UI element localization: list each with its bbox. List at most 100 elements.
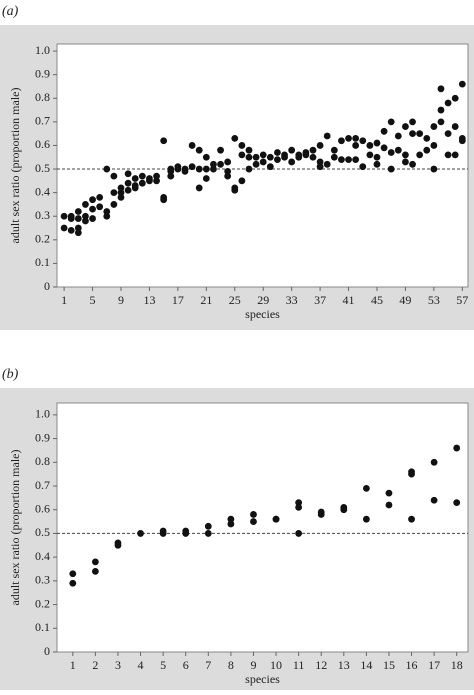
point: [82, 217, 89, 225]
x-tick-label: 18: [451, 658, 463, 672]
point: [153, 172, 160, 180]
y-tick-label: 0.3: [35, 573, 50, 587]
plot-area: [56, 43, 469, 288]
point: [430, 496, 438, 504]
point: [227, 520, 235, 528]
y-tick-label: 0.8: [35, 454, 50, 468]
point: [437, 106, 445, 114]
point: [316, 163, 324, 171]
point: [453, 499, 461, 506]
point: [323, 160, 331, 168]
x-tick-label: 16: [406, 658, 418, 672]
point: [373, 160, 381, 168]
point: [231, 134, 239, 142]
x-tick-label: 9: [118, 293, 124, 307]
y-tick-label: 0.3: [35, 208, 50, 222]
point: [224, 158, 232, 166]
point: [117, 184, 125, 192]
point: [146, 177, 153, 185]
point: [366, 151, 374, 159]
x-tick-label: 5: [90, 293, 96, 307]
y-axis-label: adult sex ratio (proportion male): [8, 88, 22, 244]
point: [409, 130, 416, 138]
y-axis-label: adult sex ratio (proportion male): [8, 450, 22, 606]
point: [409, 160, 416, 168]
y-tick-label: 0.4: [35, 549, 50, 563]
point: [330, 146, 338, 154]
x-tick-label: 1: [61, 293, 67, 307]
point: [131, 184, 139, 192]
point: [266, 153, 274, 161]
point: [430, 142, 438, 149]
point: [423, 146, 431, 154]
point: [373, 153, 381, 161]
point: [458, 80, 466, 88]
point: [167, 165, 175, 173]
point: [451, 94, 459, 102]
x-tick-label: 4: [138, 658, 144, 672]
point: [252, 160, 260, 168]
point: [272, 515, 280, 523]
point: [89, 215, 96, 222]
x-tick-label: 6: [183, 658, 189, 672]
point: [245, 146, 253, 154]
point: [295, 153, 303, 161]
point: [224, 172, 232, 180]
point: [96, 203, 104, 211]
point: [385, 501, 393, 509]
point: [202, 175, 210, 182]
point: [430, 165, 438, 173]
x-tick-label: 1: [70, 658, 76, 672]
point: [385, 489, 393, 497]
point: [444, 99, 452, 107]
point: [182, 530, 190, 537]
point: [259, 151, 267, 159]
point: [124, 170, 132, 178]
x-axis-label: species: [245, 672, 280, 686]
point: [444, 151, 452, 159]
y-tick-label: 0.7: [35, 114, 50, 128]
point: [153, 177, 160, 185]
y-tick-label: 0.9: [35, 430, 50, 444]
point: [103, 208, 111, 215]
y-tick-label: 0.5: [35, 525, 50, 539]
point: [114, 541, 122, 549]
point: [89, 205, 96, 213]
point: [138, 179, 146, 187]
point: [204, 522, 212, 530]
point: [458, 134, 466, 142]
x-tick-label: 41: [343, 293, 355, 307]
point: [295, 503, 303, 511]
y-tick-label: 0.8: [35, 90, 50, 104]
point: [451, 151, 459, 159]
point: [338, 137, 345, 145]
point: [238, 142, 246, 149]
y-tick-label: 1.0: [35, 43, 50, 57]
point: [340, 506, 348, 514]
point: [423, 134, 431, 142]
x-tick-label: 49: [399, 293, 411, 307]
point: [137, 530, 144, 537]
point: [437, 118, 445, 126]
y-tick-label: 0.4: [35, 184, 50, 198]
point: [202, 153, 210, 161]
point: [362, 515, 370, 523]
point: [227, 515, 235, 523]
point: [266, 163, 274, 171]
x-axis-label: species: [245, 307, 280, 321]
point: [91, 567, 99, 575]
point: [174, 165, 182, 173]
x-tick-label: 2: [92, 658, 98, 672]
x-tick-label: 14: [360, 658, 372, 672]
point: [195, 184, 203, 192]
point: [217, 146, 224, 154]
point: [387, 118, 395, 126]
point: [110, 172, 118, 180]
point: [159, 530, 167, 537]
point: [167, 172, 175, 180]
point: [373, 139, 381, 147]
x-tick-label: 33: [286, 293, 298, 307]
point: [387, 149, 395, 156]
point: [274, 149, 281, 156]
panel-label: (a): [2, 4, 19, 19]
